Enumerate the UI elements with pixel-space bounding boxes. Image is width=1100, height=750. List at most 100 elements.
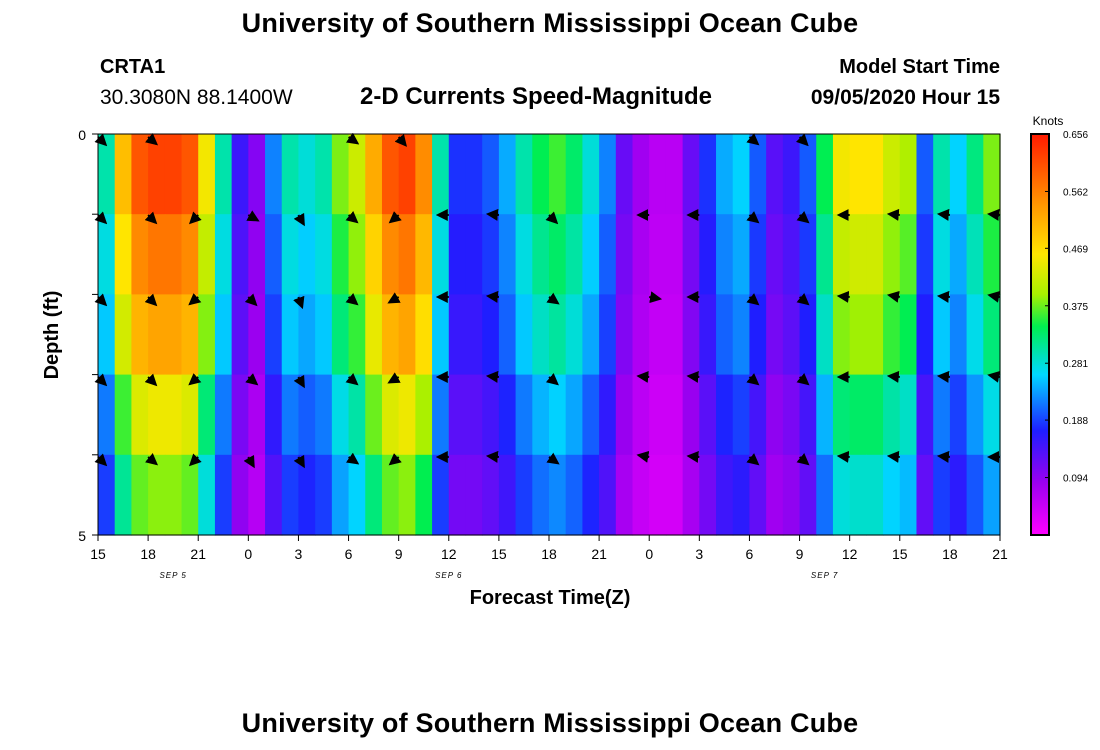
heat-cell — [432, 294, 450, 376]
heat-cell — [465, 214, 483, 295]
current-arrow — [686, 370, 700, 383]
heat-cell — [298, 134, 316, 215]
current-arrow — [686, 450, 700, 463]
heat-cell — [899, 134, 918, 215]
colorbar-tick-label: 0.094 — [1063, 474, 1088, 485]
heat-cell — [365, 214, 383, 295]
heat-cell — [916, 294, 934, 376]
heat-cell — [532, 214, 550, 295]
heat-cell — [949, 294, 968, 376]
heat-cell — [365, 134, 383, 215]
heat-cell — [782, 214, 801, 295]
heat-cell — [899, 294, 918, 376]
heat-cell — [281, 374, 300, 456]
heat-cell — [148, 374, 166, 456]
heat-cell — [315, 374, 333, 456]
heat-cell — [181, 134, 199, 215]
heat-cell — [482, 294, 500, 376]
heat-cell — [482, 454, 500, 536]
heat-cell — [498, 214, 517, 295]
heat-cell — [649, 134, 667, 215]
heat-cell — [665, 374, 684, 456]
heat-cell — [816, 134, 834, 215]
current-arrow — [293, 295, 305, 310]
colorbar-tick-label: 0.656 — [1063, 130, 1088, 141]
heat-cell — [732, 454, 751, 536]
heat-cell — [799, 214, 817, 295]
heat-cell — [599, 134, 617, 215]
heat-cell — [114, 214, 132, 295]
heat-cell — [398, 374, 416, 456]
current-arrow — [345, 373, 359, 386]
heat-cell — [899, 374, 918, 456]
current-arrow — [188, 293, 202, 306]
current-arrow — [387, 292, 401, 304]
heat-cell — [231, 294, 249, 376]
heat-cell — [515, 214, 533, 295]
heat-cell — [916, 454, 934, 536]
current-arrow — [388, 211, 402, 224]
heat-cell — [131, 214, 149, 295]
date-label: SEP 5 — [159, 571, 186, 580]
heat-cell — [448, 214, 467, 295]
heat-cell — [498, 294, 517, 376]
heat-cell — [164, 134, 183, 215]
heat-cell — [98, 294, 116, 376]
heat-cell — [565, 454, 583, 536]
current-arrow — [886, 450, 900, 463]
heat-cell — [949, 134, 968, 215]
heat-cell — [248, 374, 266, 456]
heat-cell — [515, 294, 533, 376]
heat-cell — [565, 134, 583, 215]
heat-cell — [281, 454, 300, 536]
heat-cell — [949, 454, 968, 536]
heat-cell — [131, 374, 149, 456]
footer-title: University of Southern Mississippi Ocean… — [241, 708, 859, 738]
heat-cell — [665, 134, 684, 215]
heat-cell — [415, 134, 433, 215]
heat-cell — [315, 294, 333, 376]
heat-cell — [699, 214, 717, 295]
x-axis: 15 18 21 0 3 6 9 12 15 18 21 0 3 6 9 12 15 18 21 — [90, 535, 1008, 562]
heat-cell — [532, 454, 550, 536]
heat-cell — [632, 454, 650, 536]
heat-cell — [148, 454, 166, 536]
heat-cell — [615, 454, 634, 536]
heat-cell — [782, 454, 801, 536]
x-tick-label: 18 — [140, 546, 156, 562]
current-arrow — [345, 452, 360, 465]
heat-cell — [983, 374, 1001, 456]
heat-cell — [98, 214, 116, 295]
current-arrow — [293, 212, 305, 227]
heat-cell — [98, 454, 116, 536]
heat-cell — [231, 454, 249, 536]
heat-cell — [716, 134, 734, 215]
heat-cell — [832, 374, 851, 456]
y-tick-label: 0 — [78, 127, 86, 143]
heat-cell — [749, 374, 767, 456]
heat-cell — [365, 454, 383, 536]
heat-cell — [799, 294, 817, 376]
heat-cell — [983, 454, 1001, 536]
heat-cell — [214, 294, 233, 376]
heat-cell — [883, 134, 901, 215]
heat-cell — [164, 374, 183, 456]
current-arrow — [796, 453, 810, 466]
current-arrow — [394, 133, 407, 147]
heat-cell — [148, 214, 166, 295]
heat-cell — [599, 214, 617, 295]
heat-cell — [265, 454, 283, 536]
heat-cell — [432, 214, 450, 295]
heat-cell — [665, 454, 684, 536]
heat-cell — [883, 214, 901, 295]
heat-cell — [732, 294, 751, 376]
y-axis: 05 — [78, 127, 98, 544]
model-start-label: Model Start Time — [839, 56, 1000, 78]
heat-cell — [849, 454, 867, 536]
current-arrow — [144, 373, 158, 387]
x-tick-label: 15 — [491, 546, 507, 562]
x-tick-label: 3 — [695, 546, 703, 562]
heat-cell — [749, 214, 767, 295]
heat-cell — [682, 454, 700, 536]
current-arrow — [545, 373, 559, 386]
